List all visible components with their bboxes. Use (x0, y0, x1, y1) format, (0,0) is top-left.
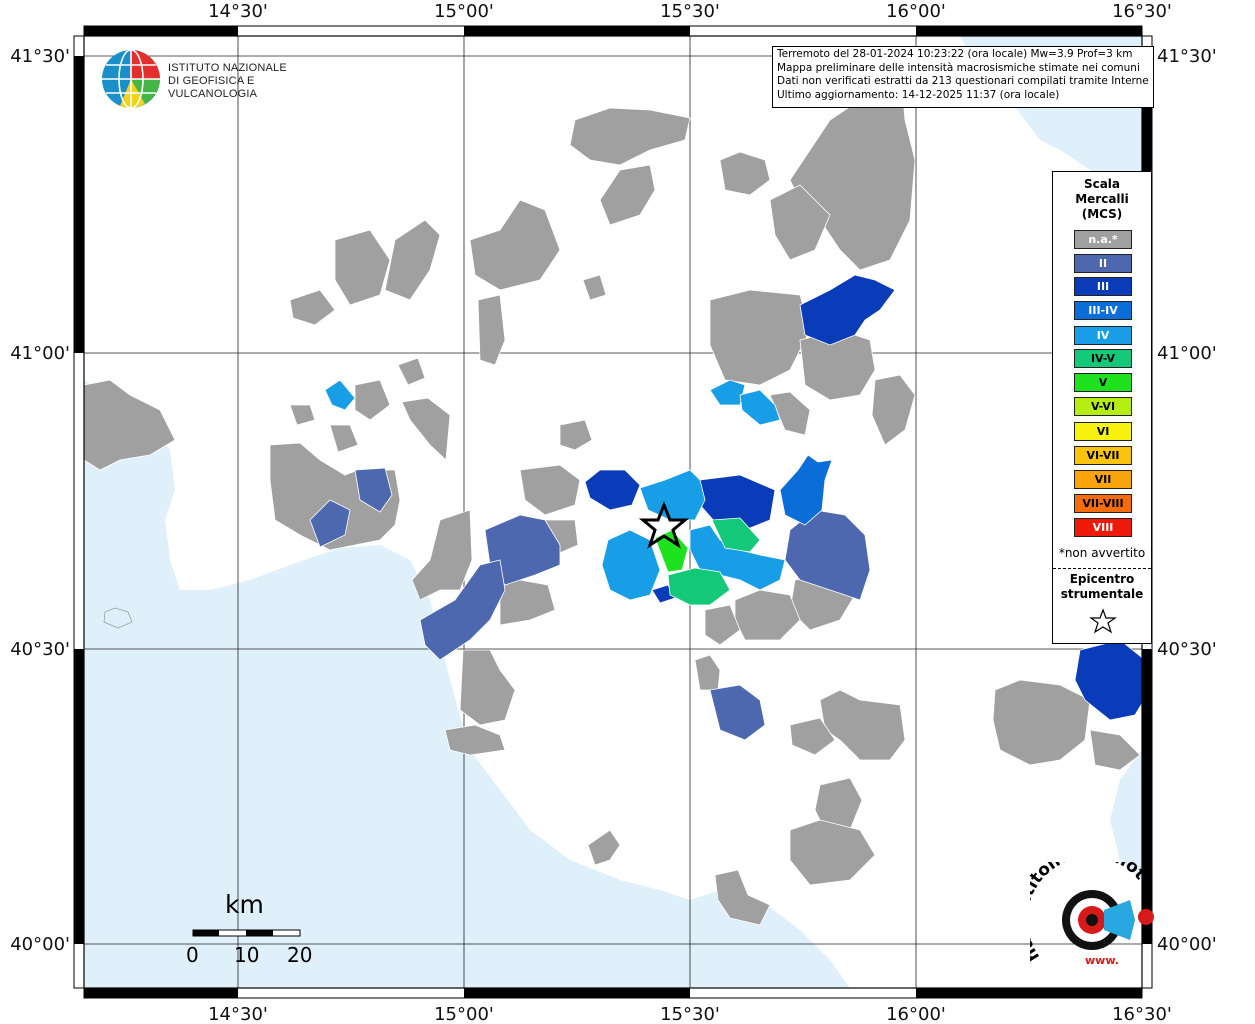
legend-swatch: n.a.* (1074, 230, 1132, 249)
legend-title: Scala Mercalli (MCS) (1053, 177, 1151, 222)
municipalities-na[interactable] (83, 59, 1141, 926)
scale-label-10: 10 (234, 943, 260, 967)
bottom-label: 15°00' (434, 1004, 494, 1024)
legend-swatch: VII-VIII (1074, 494, 1132, 513)
left-label: 40°00' (10, 934, 70, 955)
globe-icon (102, 49, 160, 109)
left-label: 41°00' (10, 343, 70, 364)
event-info-line: Dati non verificati estratti da 213 ques… (777, 75, 1149, 87)
hai-sentito-logo: haisentitoilterremoto.it www. (1012, 842, 1170, 982)
legend-epicenter-line: strumentale (1060, 587, 1144, 601)
bottom-label: 14°30' (208, 1004, 268, 1024)
municipalities-III[interactable] (584, 274, 1151, 721)
event-info-box: Terremoto del 28-01-2024 10:23:22 (ora l… (772, 46, 1154, 108)
municipalities-V[interactable] (654, 529, 689, 573)
sea-tyrrhenian (84, 380, 850, 988)
top-label: 16°00' (886, 1, 946, 22)
island-ischia (103, 607, 133, 629)
brand-url: www. (1085, 954, 1119, 967)
star-icon (1089, 608, 1117, 634)
legend-swatch: III (1074, 277, 1132, 296)
bottom-label: 15°30' (660, 1004, 720, 1024)
municipalities-II[interactable] (309, 467, 871, 741)
legend-swatch: III-IV (1074, 301, 1132, 320)
sea-gulf (1110, 750, 1142, 880)
legend-swatch: VI (1074, 422, 1132, 441)
top-label: 15°30' (660, 1, 720, 22)
scale-unit: km (225, 890, 264, 919)
legend-swatch: VII (1074, 470, 1132, 489)
legend-note: *non avvertito (1058, 546, 1146, 560)
right-label: 40°30' (1157, 639, 1217, 660)
legend-epicenter-line: Epicentro (1069, 572, 1135, 586)
logo-line1: ISTITUTO NAZIONALE (168, 62, 287, 74)
event-info-line: Mappa preliminare delle intensità macros… (777, 61, 1140, 74)
top-axis-labels: 14°30' 15°00' 15°30' 16°00' 16°30' (208, 1, 1172, 22)
mcs-legend: Scala Mercalli (MCS) n.a.* II III III-IV… (1052, 171, 1152, 644)
right-label: 41°00' (1157, 343, 1217, 364)
top-label: 16°30' (1112, 1, 1172, 22)
legend-swatch: VI-VII (1074, 446, 1132, 465)
right-label: 40°00' (1157, 934, 1217, 955)
legend-title-line: Mercalli (1075, 192, 1129, 206)
scale-label-20: 20 (287, 943, 313, 967)
epicenter-star-icon[interactable] (638, 500, 690, 549)
scale-bar-graphic (192, 929, 301, 937)
top-label: 14°30' (208, 1, 268, 22)
municipalities-IV-V[interactable] (667, 517, 761, 606)
left-label: 41°30' (10, 46, 70, 67)
left-axis-labels: 41°30' 41°00' 40°30' 40°00' (10, 46, 70, 955)
bottom-label: 16°00' (886, 1004, 946, 1024)
legend-separator (1053, 568, 1151, 569)
legend-swatch: V (1074, 373, 1132, 392)
ingv-logo: ISTITUTO NAZIONALE DI GEOFISICA E VULCAN… (100, 48, 340, 110)
legend-swatch: II (1074, 254, 1132, 273)
legend-swatch: IV-V (1074, 349, 1132, 368)
scale-label-0: 0 (186, 943, 199, 967)
legend-epicenter-label: Epicentro strumentale (1053, 572, 1151, 602)
municipalities-IV[interactable] (324, 379, 786, 601)
legend-title-line: (MCS) (1081, 207, 1123, 221)
logo-line2: DI GEOFISICA E VULCANOLOGIA (168, 75, 258, 100)
legend-swatch: V-VI (1074, 397, 1132, 416)
municipalities-III-IV[interactable] (779, 454, 833, 526)
event-info-line: Ultimo aggiornamento: 14-12-2025 11:37 (… (777, 88, 1060, 101)
legend-swatch: VIII (1074, 518, 1132, 537)
bottom-axis-labels: 14°30' 15°00' 15°30' 16°00' 16°30' (208, 1004, 1172, 1024)
scale-bar: km 0 10 20 (185, 888, 315, 968)
legend-title-line: Scala (1083, 177, 1121, 191)
event-info-line: Terremoto del 28-01-2024 10:23:22 (ora l… (777, 48, 1133, 60)
top-label: 15°00' (434, 1, 494, 22)
right-axis-labels: 41°30' 41°00' 40°30' 40°00' (1157, 46, 1217, 955)
left-label: 40°30' (10, 639, 70, 660)
bottom-label: 16°30' (1112, 1004, 1172, 1024)
legend-swatch: IV (1074, 326, 1132, 345)
seismic-speaker-icon: haisentitoilterremoto.it www. (1012, 842, 1154, 967)
right-label: 41°30' (1157, 46, 1217, 67)
